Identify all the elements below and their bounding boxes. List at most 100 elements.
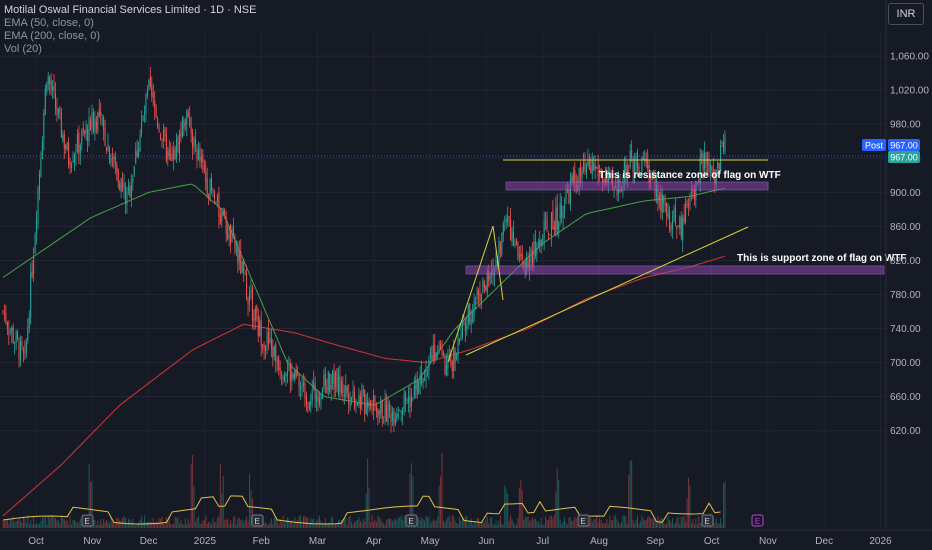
earnings-marker <box>701 514 714 527</box>
candle-body <box>496 259 498 267</box>
candle-body <box>354 391 356 408</box>
volume-bar <box>686 498 688 528</box>
candle-body <box>324 374 326 387</box>
volume-bar <box>227 518 229 528</box>
candle-body <box>301 385 303 387</box>
volume-bar <box>486 516 488 528</box>
volume-bar <box>234 516 236 528</box>
candle-body <box>483 281 485 288</box>
volume-bar <box>655 522 657 528</box>
flagpole-line <box>447 225 494 363</box>
volume-bar <box>304 515 306 528</box>
candle-body <box>160 134 162 140</box>
volume-bar <box>333 523 335 528</box>
symbol-title[interactable]: Motilal Oswal Financial Services Limited… <box>4 4 257 16</box>
candle-body <box>457 337 459 357</box>
candle-body <box>511 229 513 242</box>
candle-body <box>635 155 637 166</box>
volume-bar <box>63 519 65 528</box>
volume-bar <box>267 524 269 528</box>
volume-bar <box>330 517 332 528</box>
candle-body <box>628 165 630 167</box>
volume-bar <box>43 517 45 528</box>
volume-bar <box>454 521 456 528</box>
candle-body <box>139 135 141 152</box>
candle-body <box>419 374 421 384</box>
candle-body <box>304 383 306 399</box>
volume-bar <box>31 524 33 528</box>
volume-bar <box>238 517 240 528</box>
volume-bar <box>654 518 656 528</box>
volume-bar <box>316 520 318 528</box>
candle-body <box>227 233 229 240</box>
volume-bar <box>470 518 472 528</box>
candle-body <box>340 380 342 393</box>
candle-body <box>391 411 393 421</box>
volume-bar <box>699 523 701 528</box>
volume-bar <box>111 521 113 528</box>
candle-body <box>486 270 488 293</box>
volume-bar <box>50 515 52 528</box>
candle-body <box>533 241 535 263</box>
legend-volume[interactable]: Vol (20) <box>4 43 42 55</box>
volume-bar <box>342 520 344 528</box>
candle-body <box>94 118 96 133</box>
volume-bar <box>273 517 275 528</box>
volume-bar <box>361 523 363 528</box>
candle-body <box>603 179 605 184</box>
candle-body <box>616 187 618 195</box>
volume-bar <box>510 515 512 528</box>
volume-bar <box>57 520 59 528</box>
candle-body <box>348 393 350 404</box>
legend-ema200[interactable]: EMA (200, close, 0) <box>4 30 100 42</box>
candle-body <box>30 272 32 318</box>
candle-body <box>671 220 674 230</box>
candle-body <box>434 345 436 361</box>
y-tick-label: 1,020.00 <box>890 86 929 97</box>
x-tick-label: Apr <box>366 536 382 547</box>
candle-body <box>387 405 389 425</box>
volume-bar <box>53 516 55 528</box>
price-axis[interactable]: 620.00 660.00 700.00 740.00 780.00 820.00 860.… <box>885 0 929 530</box>
volume-bar <box>553 515 555 528</box>
volume-bar <box>36 523 38 528</box>
volume-bar <box>149 521 151 528</box>
candle-body <box>495 259 497 267</box>
candle-body <box>397 413 399 418</box>
candle-body <box>11 327 13 332</box>
volume-bar <box>52 517 54 528</box>
candle-body <box>333 372 335 390</box>
volume-bar <box>155 521 157 528</box>
candle-body <box>202 154 204 164</box>
volume-bar <box>476 517 478 528</box>
candle-body <box>259 320 261 336</box>
candle-body <box>447 360 449 369</box>
candle-body <box>724 135 726 153</box>
candle-body <box>548 233 550 235</box>
currency-button[interactable]: INR <box>888 3 924 25</box>
candle-body <box>706 157 709 165</box>
candle-body <box>248 292 251 302</box>
volume-bar <box>154 523 156 528</box>
candle-body <box>660 192 662 212</box>
volume-bar <box>282 515 284 528</box>
volume-bar <box>442 520 445 528</box>
volume-bar <box>372 521 374 528</box>
candlesticks <box>2 66 726 433</box>
volume-bar <box>448 515 450 528</box>
candle-body <box>298 375 300 389</box>
time-axis[interactable]: Oct Nov Dec 2025 Feb Mar Apr May Jun Jul Aug Sep Oct… <box>0 529 932 547</box>
candle-body <box>323 373 325 390</box>
volume-bar <box>384 524 386 528</box>
candle-body <box>247 299 249 305</box>
candle-body <box>569 178 571 205</box>
volume-bar <box>606 519 608 528</box>
candle-body <box>273 346 275 357</box>
legend-ema50[interactable]: EMA (50, close, 0) <box>4 17 94 29</box>
candle-body <box>714 172 716 185</box>
candle-body <box>157 118 159 128</box>
candle-body <box>477 290 480 296</box>
candle-body <box>683 215 685 222</box>
candle-body <box>712 169 714 175</box>
